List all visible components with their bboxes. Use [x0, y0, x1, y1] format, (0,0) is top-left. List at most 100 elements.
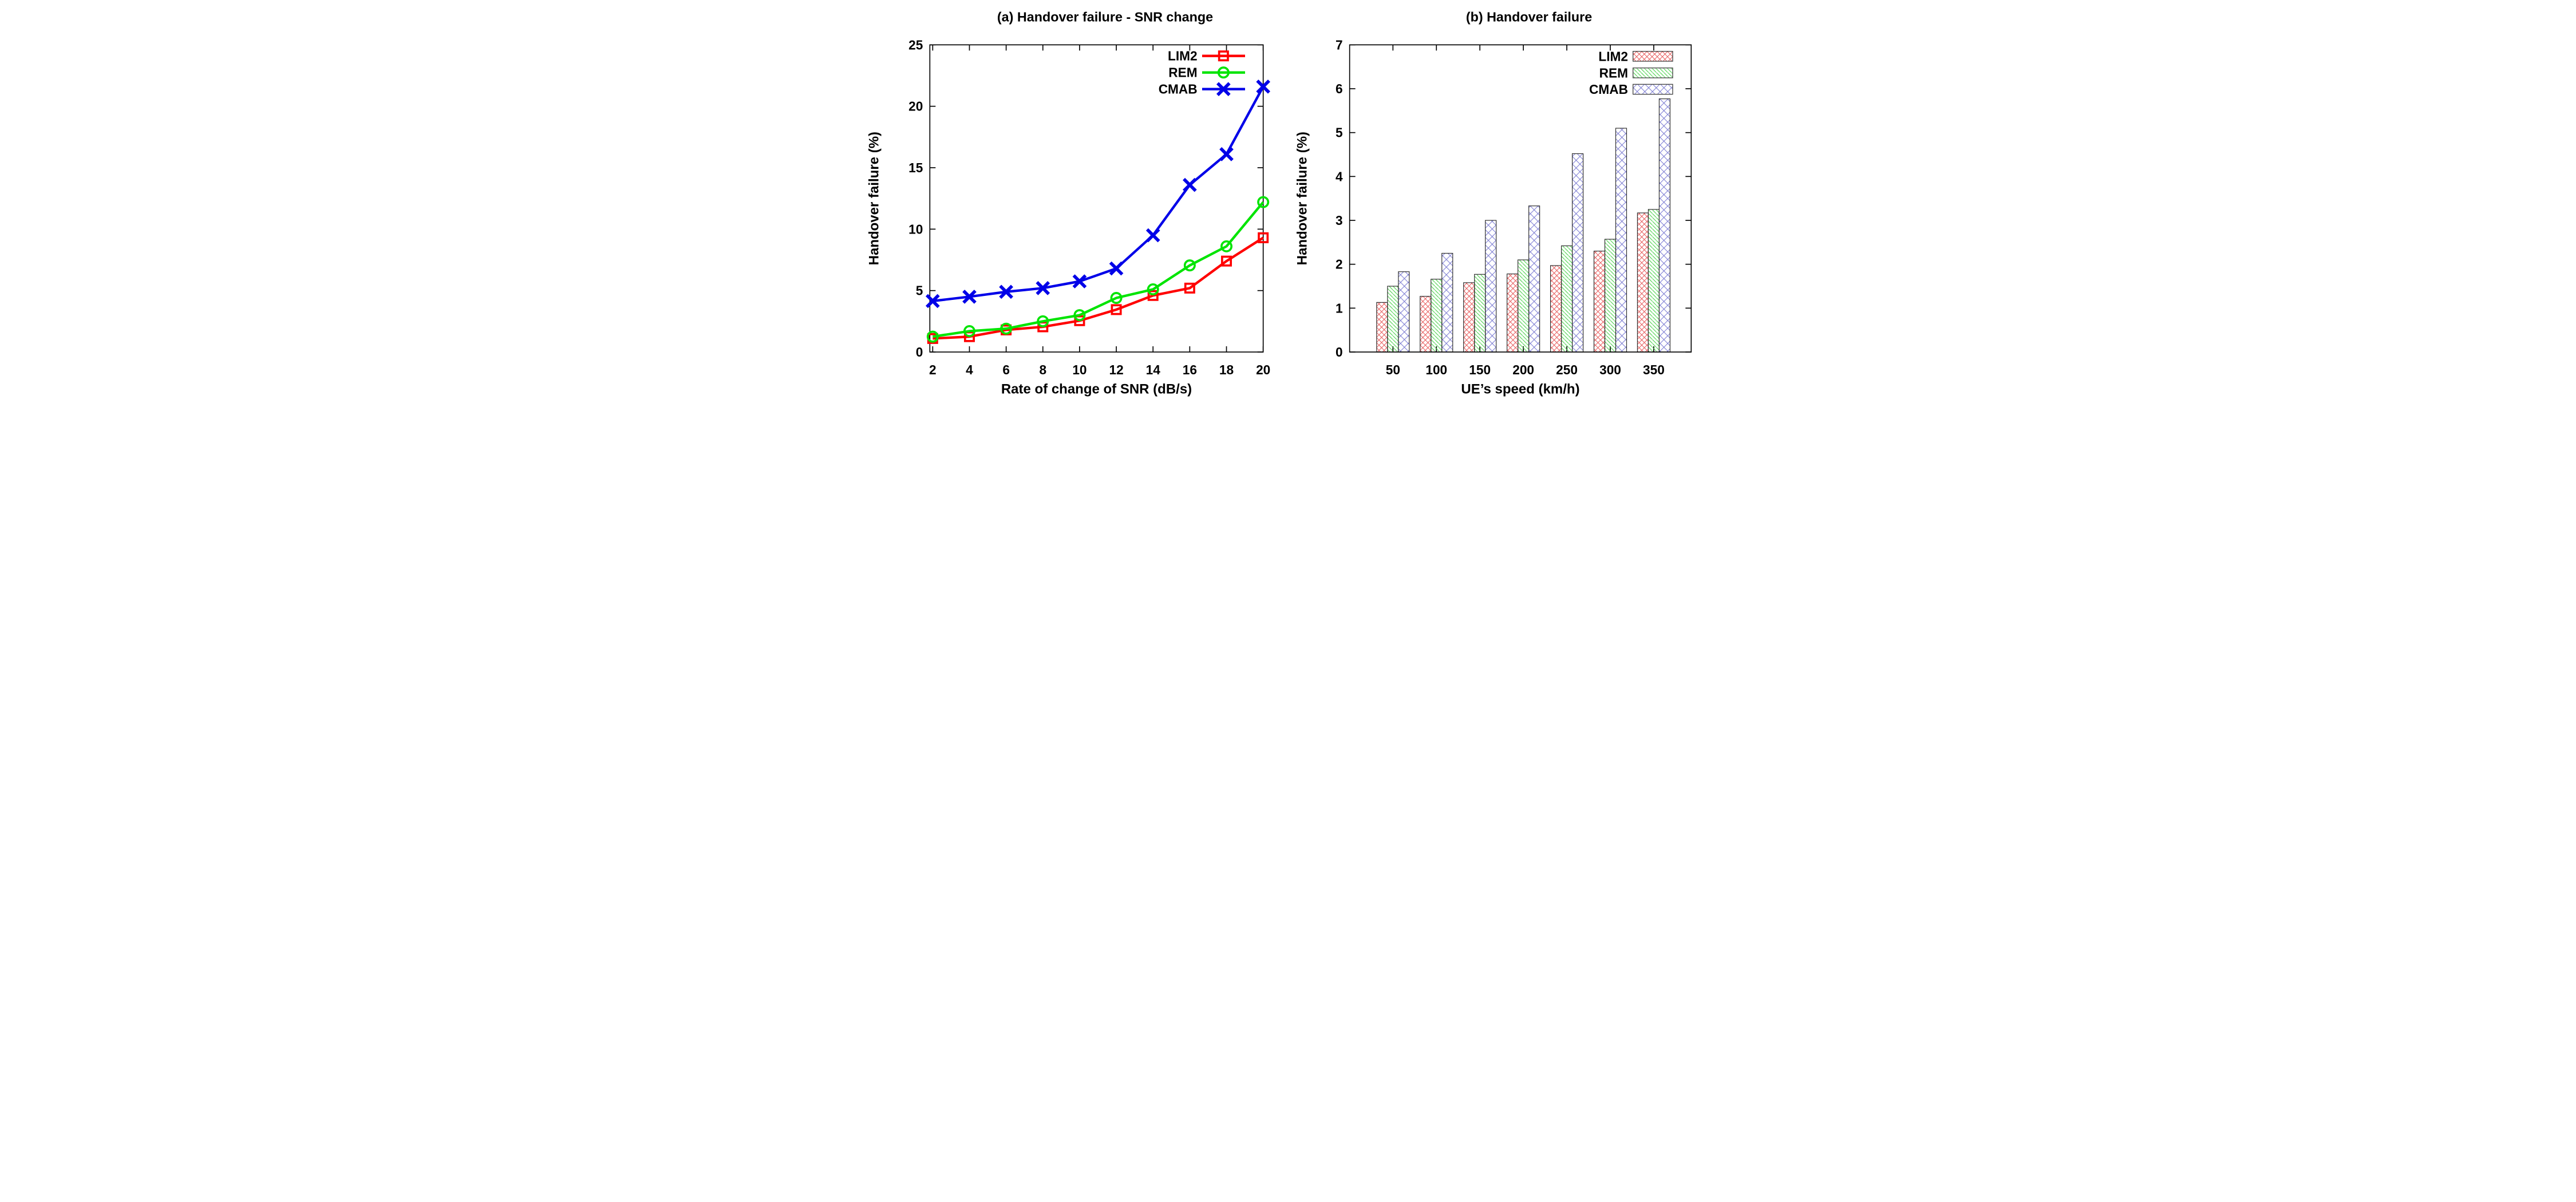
y-tick-label: 25	[908, 37, 923, 52]
x-tick-label: 10	[1072, 362, 1086, 377]
y-tick-label: 4	[1336, 169, 1343, 184]
marker-x	[925, 294, 940, 309]
marker-circle	[1000, 322, 1013, 335]
y-tick-label: 0	[916, 345, 923, 359]
legend-swatch	[1632, 68, 1673, 78]
bar-CMAB-200	[1528, 205, 1540, 353]
bar-REM-100	[1431, 279, 1443, 353]
marker-square	[1111, 304, 1122, 315]
y-tick-label: 2	[1336, 257, 1343, 272]
marker-circle	[1110, 292, 1123, 305]
x-axis-label: UE’s speed (km/h)	[1461, 381, 1579, 397]
legend-entry-LIM2: LIM2	[1598, 49, 1673, 64]
marker-circle	[1073, 309, 1086, 322]
bar-CMAB-100	[1441, 252, 1453, 353]
y-tick-label: 15	[908, 160, 923, 175]
legend-entry-REM: REM	[1168, 65, 1245, 80]
bar-REM-350	[1647, 209, 1660, 353]
line-series-LIM2	[927, 232, 1269, 344]
panel-a: 2 4 6 8 10 12 14 16 18 20 0 5 10 15 20 25 (a) Handover f…	[866, 9, 1270, 397]
series-line	[933, 236, 1264, 340]
marker-x	[1145, 228, 1160, 243]
bar-CMAB-300	[1615, 128, 1627, 353]
legend-entry-CMAB: CMAB	[1159, 82, 1245, 97]
marker-x	[962, 290, 977, 304]
bar-REM-250	[1560, 245, 1573, 353]
marker-x	[1256, 79, 1271, 94]
line-series-CMAB	[925, 79, 1271, 309]
marker-circle	[1183, 259, 1196, 272]
marker-circle	[1220, 240, 1233, 252]
legend-label: REM	[1599, 65, 1628, 80]
marker-x	[1036, 281, 1050, 295]
marker-square	[1184, 282, 1195, 294]
marker-square	[1147, 290, 1159, 301]
legend-swatch	[1632, 51, 1673, 62]
panel-b: 50 100 150 200 250 300 350 0 1 2 3 4 5 6 7 (b) Handover…	[1294, 9, 1692, 397]
bar-CMAB-250	[1571, 153, 1584, 353]
marker-square	[1221, 255, 1232, 267]
y-tick-label: 5	[916, 283, 923, 298]
marker-x	[1216, 82, 1231, 97]
y-tick-label: 7	[1336, 37, 1343, 52]
x-tick-label: 16	[1183, 362, 1197, 377]
bar-LIM2-50	[1376, 302, 1388, 353]
panel-a-plot-border	[929, 44, 1264, 353]
marker-circle	[1257, 196, 1270, 208]
legend-label: CMAB	[1159, 82, 1198, 97]
marker-x	[1219, 147, 1234, 161]
y-tick-label: 6	[1336, 81, 1343, 96]
x-tick-label: 250	[1556, 362, 1578, 377]
bar-CMAB-50	[1398, 271, 1410, 353]
bar-REM-200	[1518, 259, 1530, 353]
y-axis-label: Handover failure (%)	[866, 132, 882, 265]
figure-container: 2 4 6 8 10 12 14 16 18 20 0 5 10 15 20 25 (a) Handover f…	[859, 0, 1717, 401]
x-tick-label: 150	[1469, 362, 1491, 377]
legend-label: CMAB	[1589, 82, 1628, 97]
series-line	[933, 201, 1265, 338]
x-tick-label: 18	[1219, 362, 1234, 377]
marker-circle	[926, 330, 939, 343]
x-tick-label: 200	[1512, 362, 1534, 377]
marker-circle	[963, 325, 975, 338]
bar-series-CMAB	[1398, 98, 1671, 353]
bar-CMAB-350	[1658, 98, 1671, 353]
marker-circle	[1147, 283, 1159, 296]
x-tick-label: 350	[1643, 362, 1665, 377]
y-tick-label: 0	[1336, 345, 1343, 359]
bar-LIM2-100	[1420, 296, 1432, 353]
x-tick-label: 12	[1109, 362, 1123, 377]
marker-x	[1109, 261, 1124, 276]
bar-REM-150	[1474, 274, 1486, 353]
y-axis-label: Handover failure (%)	[1294, 132, 1310, 265]
panel-b-plot-border	[1349, 44, 1692, 353]
y-tick-label: 20	[908, 99, 923, 114]
marker-x	[999, 284, 1013, 299]
legend-label: LIM2	[1168, 49, 1198, 64]
y-tick-label: 10	[908, 222, 923, 236]
legend-label: LIM2	[1598, 49, 1628, 64]
marker-circle	[1217, 66, 1230, 79]
series-line	[933, 86, 1265, 303]
x-tick-label: 50	[1386, 362, 1400, 377]
y-tick-label: 5	[1336, 125, 1343, 140]
legend-label: REM	[1168, 65, 1197, 80]
legend-entry-REM: REM	[1599, 65, 1673, 80]
legend-swatch	[1632, 84, 1673, 95]
marker-square	[1218, 50, 1229, 62]
bar-LIM2-350	[1637, 212, 1649, 353]
y-tick-label: 1	[1336, 300, 1343, 315]
panel-title: (b) Handover failure	[1466, 9, 1592, 24]
y-tick-label: 3	[1336, 213, 1343, 228]
x-tick-label: 14	[1146, 362, 1161, 377]
marker-x	[1183, 177, 1197, 192]
bar-REM-300	[1604, 239, 1617, 353]
panel-title: (a) Handover failure - SNR change	[997, 9, 1213, 24]
x-tick-label: 2	[929, 362, 937, 377]
x-tick-label: 4	[966, 362, 973, 377]
bar-LIM2-150	[1463, 282, 1475, 353]
x-tick-label: 8	[1039, 362, 1046, 377]
